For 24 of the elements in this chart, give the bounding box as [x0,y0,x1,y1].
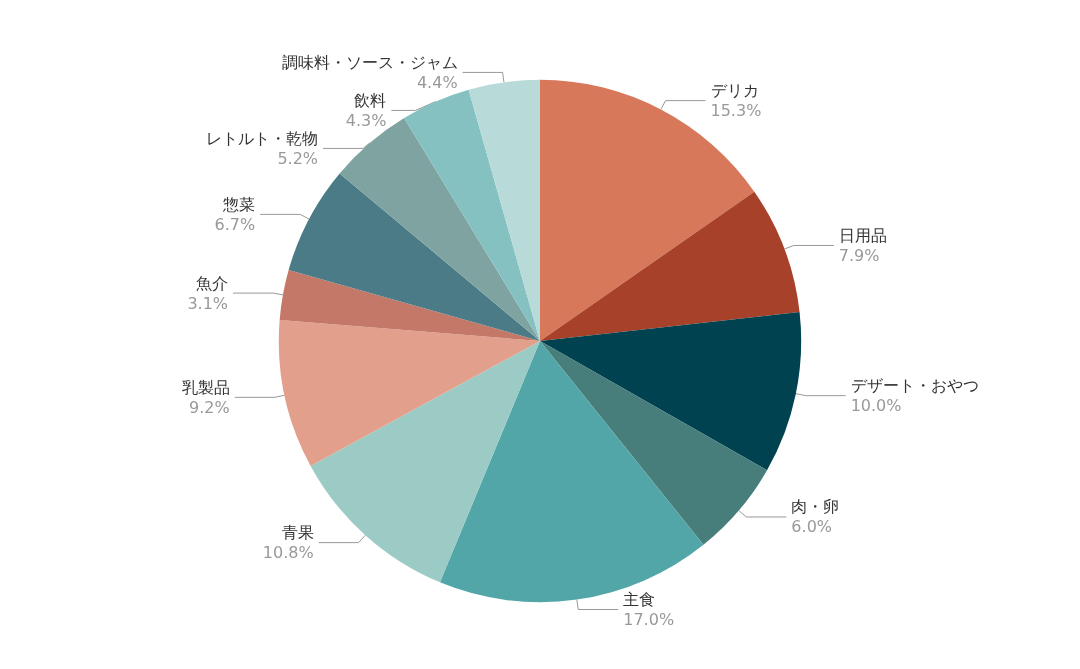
data-label: 5.2% [277,148,319,168]
slice-label: デザート・おやつ [850,376,979,396]
slice-label: レトルト・乾物 [206,128,319,148]
data-label: 4.4% [416,72,458,92]
data-label: 4.3% [345,110,387,130]
slice-label: 乳製品 [181,377,230,397]
data-label: 15.3% [710,101,762,121]
data-label: 6.7% [214,214,256,234]
slice-label: 主食 [623,590,656,610]
slice-label: 青果 [281,523,314,543]
slice-label: 肉・卵 [791,497,840,517]
slice-label: 魚介 [196,273,229,293]
data-label: 6.0% [791,517,833,537]
data-label: 10.0% [850,396,902,416]
data-label: 17.0% [623,610,675,630]
data-label: 9.2% [189,397,230,417]
slice-label: 日用品 [838,225,887,245]
slice-label: デリカ [710,81,759,101]
data-label: 7.9% [838,245,880,265]
slice-label: 調味料・ソース・ジャム [281,52,458,72]
data-label: 10.8% [262,543,314,563]
slice-label: 惣菜 [222,194,256,214]
slice-label: 飲料 [354,90,387,110]
data-label: 3.1% [187,293,229,313]
